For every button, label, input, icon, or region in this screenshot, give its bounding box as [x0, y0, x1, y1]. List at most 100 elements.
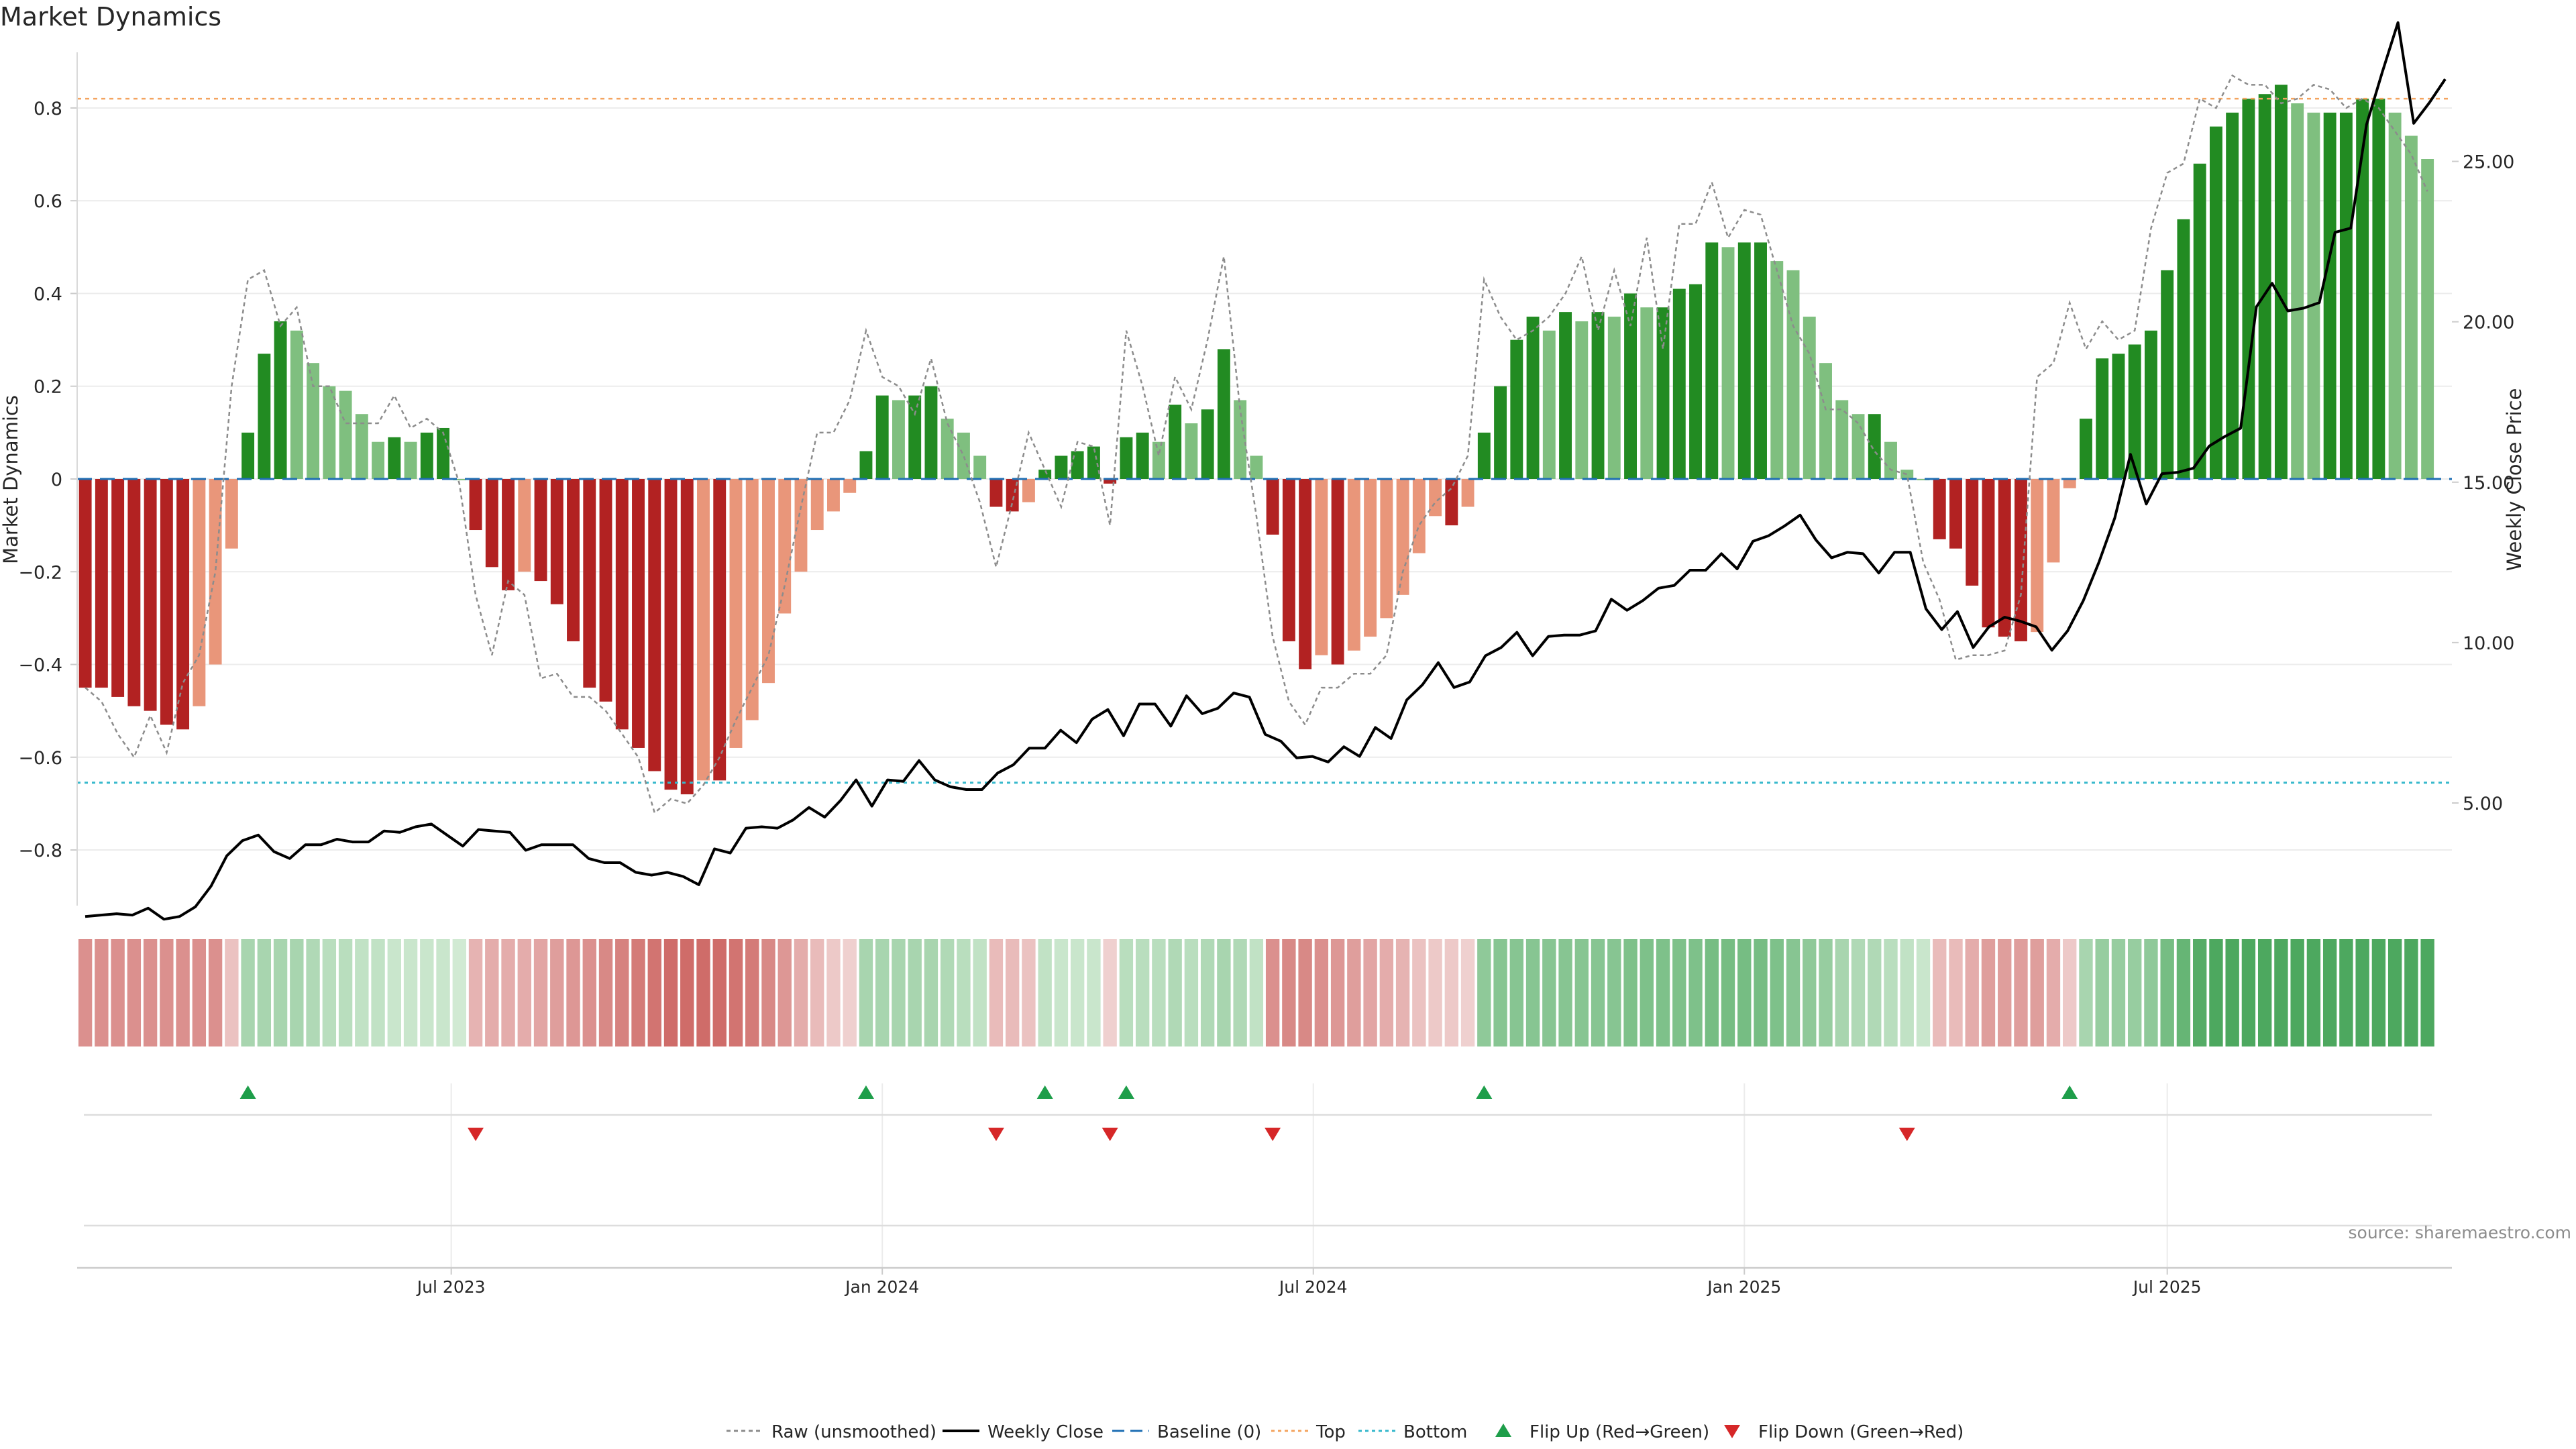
regime-cell [1363, 939, 1377, 1046]
y-tick-label-left: 0.4 [34, 284, 62, 305]
source-note: source: sharemaestro.com [2349, 1223, 2572, 1242]
regime-cell [1135, 939, 1150, 1046]
regime-cell [892, 939, 906, 1046]
flip-up-marker [2061, 1085, 2078, 1099]
regime-cell [1558, 939, 1572, 1046]
regime-cell [127, 939, 142, 1046]
dynamics-bar [729, 479, 743, 748]
regime-cell [1217, 939, 1231, 1046]
regime-cell [957, 939, 971, 1046]
x-tick-label: Jul 2025 [2132, 1277, 2202, 1297]
dynamics-bar [827, 479, 840, 512]
regime-cell [2192, 939, 2207, 1046]
regime-cell [1395, 939, 1410, 1046]
regime-cell [2111, 939, 2126, 1046]
regime-cell [387, 939, 401, 1046]
dynamics-bar [1868, 414, 1881, 479]
legend-label-flip_down: Flip Down (Green→Red) [1758, 1422, 1964, 1442]
regime-cell [338, 939, 353, 1046]
dynamics-bar [1786, 270, 1800, 479]
regime-cell [2339, 939, 2353, 1046]
legend-label-baseline: Baseline (0) [1157, 1422, 1261, 1442]
dynamics-bar [794, 479, 808, 572]
dynamics-bar [2258, 94, 2271, 479]
dynamics-bar [1705, 242, 1719, 479]
regime-cell [1933, 939, 1947, 1046]
dynamics-bar [2356, 99, 2369, 479]
dynamics-bar [1055, 455, 1068, 479]
series-lines [85, 21, 2447, 921]
legend-flip-up-symbol [1495, 1424, 1511, 1437]
regime-cell [2046, 939, 2061, 1046]
dynamics-bar [2128, 344, 2141, 479]
regime-cell [1184, 939, 1199, 1046]
dynamics-bar [1429, 479, 1442, 517]
regime-cell [2160, 939, 2174, 1046]
dynamics-bar [2242, 99, 2255, 479]
flip-up-marker [857, 1085, 874, 1099]
dynamics-bar [2031, 479, 2044, 633]
regime-cell [843, 939, 857, 1046]
regime-cell [1607, 939, 1621, 1046]
x-tick-label: Jan 2024 [844, 1277, 919, 1297]
regime-cell [257, 939, 272, 1046]
regime-cell [1721, 939, 1735, 1046]
legend-label-flip_up: Flip Up (Red→Green) [1529, 1422, 1709, 1442]
dynamics-bar [1396, 479, 1409, 595]
legend-label-top: Top [1316, 1422, 1346, 1442]
regime-cell [2209, 939, 2223, 1046]
dynamics-bar [176, 479, 190, 730]
regime-cell [859, 939, 873, 1046]
dynamics-bar [2226, 112, 2239, 479]
dynamics-bar [697, 479, 710, 781]
dynamics-bar [2015, 479, 2027, 641]
dynamics-bar [1510, 339, 1523, 479]
regime-cell [1623, 939, 1638, 1046]
x-tick-label: Jul 2024 [1278, 1277, 1348, 1297]
dynamics-bar [957, 432, 970, 479]
regime-cell [1754, 939, 1768, 1046]
dynamics-bar [1185, 423, 1198, 479]
dynamics-bar [648, 479, 661, 771]
dynamics-bar [1169, 405, 1182, 479]
flip-down-marker [1102, 1128, 1118, 1141]
regime-cell [290, 939, 304, 1046]
regime-cell [160, 939, 174, 1046]
dynamics-bar [307, 363, 320, 479]
regime-cell [1282, 939, 1296, 1046]
regime-cell [1298, 939, 1312, 1046]
dynamics-bar [78, 479, 92, 688]
dynamics-bar [1022, 479, 1035, 502]
regime-cell [631, 939, 645, 1046]
regime-cell [1233, 939, 1247, 1046]
flip-panel [84, 1083, 2432, 1268]
dynamics-bar [339, 390, 352, 479]
dynamics-bar [1966, 479, 1979, 586]
regime-cell [582, 939, 596, 1046]
regime-cell [1916, 939, 1931, 1046]
dynamics-bar [1803, 317, 1816, 479]
dynamics-bar [1315, 479, 1328, 655]
dynamics-bar [859, 451, 873, 479]
regime-cell [1770, 939, 1784, 1046]
regime-cell [777, 939, 792, 1046]
regime-cell [2014, 939, 2028, 1046]
regime-cell [941, 939, 955, 1046]
y-tick-label-left: −0.8 [18, 841, 62, 861]
regime-cell [2079, 939, 2093, 1046]
regime-cell [452, 939, 466, 1046]
dynamics-bar [193, 479, 206, 706]
regime-cell [1656, 939, 1670, 1046]
weekly-close-line [85, 21, 2447, 921]
regime-cell [1070, 939, 1085, 1046]
dynamics-bar [95, 479, 108, 688]
regime-cell [1803, 939, 1817, 1046]
dynamics-bar [111, 479, 125, 697]
dynamics-bar [2339, 112, 2353, 479]
dynamics-bar [664, 479, 678, 790]
dynamics-bar [615, 479, 629, 730]
dynamics-bar [2079, 419, 2092, 479]
dynamics-bar [550, 479, 564, 604]
regime-cell [143, 939, 158, 1046]
